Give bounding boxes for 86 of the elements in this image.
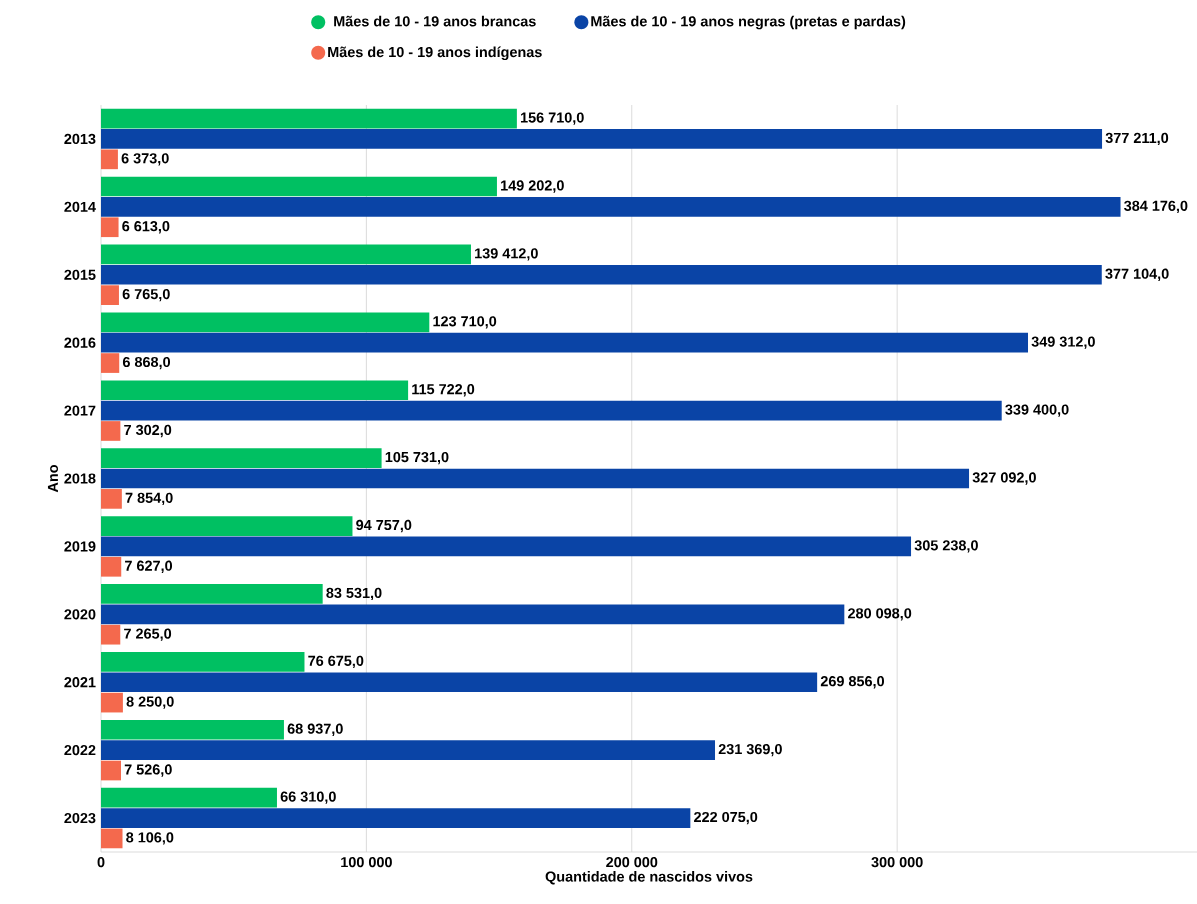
y-tick-label: 2022 [64, 745, 96, 756]
bar [101, 380, 409, 401]
bar [101, 760, 121, 781]
data-label: 280 098,0 [848, 608, 912, 621]
data-label: 7 302,0 [124, 424, 172, 438]
y-tick-label: 2015 [64, 269, 96, 280]
bar [101, 129, 1103, 149]
bar [101, 421, 121, 441]
data-label: 384 176,0 [1124, 200, 1188, 214]
bar [101, 149, 118, 170]
bar [101, 828, 123, 849]
data-label: 83 531,0 [326, 587, 382, 601]
data-label: 123 710,0 [433, 316, 497, 329]
y-tick-label: 2020 [64, 609, 96, 620]
data-label: 377 104,0 [1105, 268, 1169, 281]
data-label: 349 312,0 [1031, 336, 1095, 349]
bar [101, 652, 305, 672]
bar [101, 536, 912, 557]
bar [101, 244, 471, 265]
data-label: 139 412,0 [475, 248, 538, 261]
y-tick-label: 2014 [64, 201, 96, 212]
data-label: 269 856,0 [820, 676, 885, 689]
bar [101, 197, 1121, 217]
y-tick-label: 2013 [64, 133, 96, 145]
bar [101, 584, 323, 604]
bar [101, 217, 119, 238]
data-label: 68 937,0 [287, 723, 343, 736]
bar [101, 468, 970, 489]
data-label: 6 868,0 [122, 356, 171, 370]
data-label: 7 854,0 [125, 492, 173, 506]
bar [101, 787, 277, 808]
data-label: 6 613,0 [122, 221, 170, 234]
data-label: 231 369,0 [718, 743, 782, 757]
data-label: 7 265,0 [124, 628, 172, 641]
x-tick-label: 100 000 [341, 857, 392, 868]
data-label: 8 250,0 [126, 696, 174, 709]
data-label: 66 310,0 [280, 791, 336, 804]
bar [101, 808, 691, 828]
bar [101, 489, 122, 509]
bar [101, 624, 121, 645]
bar [101, 312, 430, 333]
y-tick-label: 2016 [64, 337, 96, 348]
bar [101, 604, 845, 625]
data-label: 6 373,0 [121, 153, 169, 166]
data-label: 222 075,0 [694, 811, 758, 825]
bar [101, 516, 353, 536]
legend-label: Mães de 10 - 19 anos indígenas [328, 46, 542, 61]
bar [101, 719, 284, 740]
x-tick-label: 300 000 [871, 857, 923, 868]
data-label: 149 202,0 [501, 180, 564, 193]
data-label: 377 211,0 [1105, 132, 1169, 146]
y-tick-label: 2018 [64, 473, 96, 484]
bar [101, 740, 716, 760]
data-label: 7 526,0 [124, 764, 172, 777]
bar [101, 672, 818, 693]
data-label: 156 710,0 [520, 112, 584, 125]
y-tick-label: 2023 [64, 812, 96, 824]
data-label: 76 675,0 [308, 655, 364, 669]
y-tick-label: 2021 [64, 677, 96, 688]
bar [101, 692, 123, 713]
legend-label: Mães de 10 - 19 anos negras (pretas e pardas) [591, 15, 906, 30]
data-label: 7 627,0 [125, 560, 173, 573]
y-axis-title: Ano [47, 465, 59, 493]
data-label: 8 106,0 [126, 832, 174, 845]
y-tick-label: 2019 [64, 541, 96, 552]
bar [101, 353, 120, 373]
bar [101, 556, 122, 577]
data-label: 6 765,0 [122, 288, 170, 302]
x-axis-title: Quantidade de nascidos vivos [545, 871, 753, 885]
data-label: 94 757,0 [356, 519, 412, 533]
bar [101, 448, 382, 468]
x-tick-label: 0 [97, 857, 105, 868]
y-tick-label: 2017 [64, 405, 96, 416]
data-label: 105 731,0 [385, 451, 449, 465]
data-label: 305 238,0 [914, 540, 978, 553]
bar [101, 332, 1029, 353]
bar [101, 285, 119, 305]
data-label: 115 722,0 [412, 384, 475, 397]
legend-label: Mães de 10 - 19 anos brancas [334, 15, 536, 27]
bar [101, 400, 1002, 421]
bar [101, 264, 1102, 285]
bar [101, 176, 497, 197]
data-label: 327 092,0 [972, 472, 1036, 485]
bar [101, 108, 517, 129]
x-tick-label: 200 000 [606, 857, 658, 868]
data-label: 339 400,0 [1005, 404, 1069, 417]
